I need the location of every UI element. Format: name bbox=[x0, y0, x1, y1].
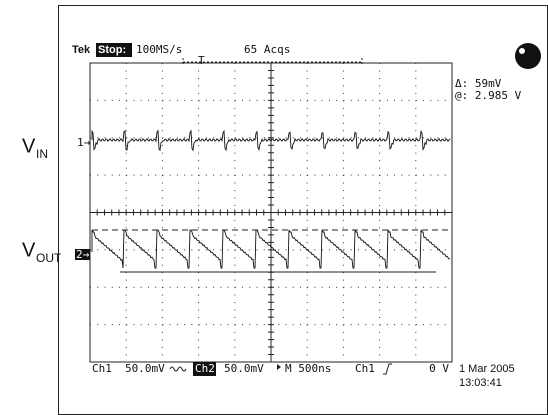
brand: Tek bbox=[72, 44, 91, 56]
trigger-source: Ch1 bbox=[355, 362, 375, 375]
ch2-label-box bbox=[193, 362, 216, 376]
acquisitions: 65 Acqs bbox=[244, 43, 290, 56]
frame bbox=[58, 5, 548, 415]
state: Stop: bbox=[98, 44, 126, 56]
center-ticks bbox=[89, 62, 453, 363]
ch1-marker: 1→ bbox=[77, 136, 91, 149]
ch2-marker-box bbox=[75, 249, 90, 260]
ch1-trace bbox=[91, 129, 451, 152]
trigger-marker: T bbox=[198, 54, 205, 67]
ch2-trace bbox=[91, 229, 451, 269]
timebase-icon bbox=[277, 364, 281, 370]
ch2-scale: 50.0mV bbox=[224, 362, 264, 375]
delta-readout: Δ: 59mV bbox=[455, 77, 502, 90]
ch1-label: Ch1 bbox=[92, 362, 112, 375]
vin-label: V bbox=[22, 135, 36, 157]
trigger-bracket bbox=[182, 58, 363, 66]
sample-rate: 100MS/s bbox=[136, 43, 182, 56]
graticule bbox=[89, 62, 453, 363]
bw-limit-icon bbox=[169, 366, 187, 372]
status-indicator bbox=[515, 43, 541, 69]
status-highlight bbox=[519, 48, 525, 54]
timebase: M 500ns bbox=[285, 362, 331, 375]
ch2-label: Ch2 bbox=[195, 362, 215, 375]
ch1-scale: 50.0mV bbox=[125, 362, 165, 375]
date: 1 Mar 2005 bbox=[459, 363, 515, 375]
vin-sub: IN bbox=[36, 147, 48, 161]
trigger-slope-icon bbox=[383, 363, 392, 375]
at-readout: @: 2.985 V bbox=[455, 89, 522, 102]
waveforms bbox=[91, 129, 451, 273]
state-box bbox=[96, 43, 132, 57]
time: 13:03:41 bbox=[459, 377, 502, 389]
vout-label: V bbox=[22, 239, 36, 261]
trigger-level: 0 V bbox=[429, 362, 449, 375]
vout-sub: OUT bbox=[36, 251, 62, 265]
ch2-marker: 2→ bbox=[76, 248, 90, 261]
